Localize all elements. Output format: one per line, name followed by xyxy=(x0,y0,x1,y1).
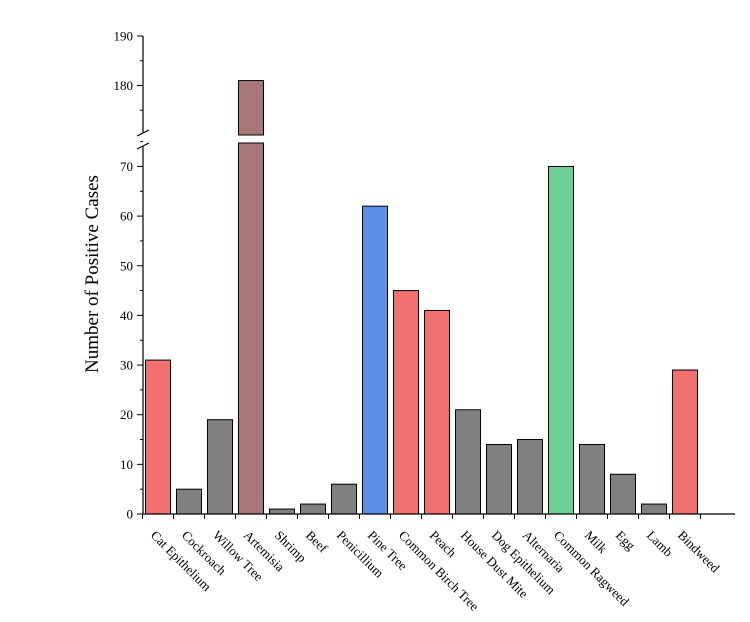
y-axis-title: Number of Positive Cases xyxy=(82,175,103,373)
bar-dog-epithelium xyxy=(486,443,512,515)
y-tick-label: 40 xyxy=(120,308,133,323)
bar-artemisia-lower xyxy=(238,142,264,515)
bar-lamb xyxy=(641,503,667,515)
axis-break-mark xyxy=(136,142,150,150)
bar-cockroach xyxy=(176,488,202,515)
bar-willow-tree xyxy=(207,419,233,515)
x-tick-label: Lamb xyxy=(644,528,676,560)
y-tick-label: 70 xyxy=(120,159,133,174)
y-tick-label: 180 xyxy=(114,78,134,93)
bar-artemisia-upper xyxy=(238,80,264,136)
bar-house-dust-mite xyxy=(455,409,481,515)
bar-shrimp xyxy=(269,508,295,515)
y-tick-label: 30 xyxy=(120,358,133,373)
bar-milk xyxy=(579,443,605,515)
axis-break-mark xyxy=(136,129,150,137)
y-tick-label: 20 xyxy=(120,407,133,422)
x-tick-label: Egg xyxy=(613,528,639,554)
bars-group xyxy=(145,80,698,515)
y-tick-label: 60 xyxy=(120,209,133,224)
bar-penicillium xyxy=(331,483,357,515)
bar-common-ragweed xyxy=(548,165,574,515)
y-tick-label: 10 xyxy=(120,457,133,472)
bar-bindweed xyxy=(672,369,698,515)
bar-beef xyxy=(300,503,326,515)
x-tick-label: Bindweed xyxy=(675,528,723,576)
y-tick-label: 50 xyxy=(120,258,133,273)
axes-group xyxy=(136,35,735,519)
bar-cat-epithelium xyxy=(145,359,171,515)
bar-egg xyxy=(610,473,636,515)
bar-pine-tree xyxy=(362,205,388,515)
y-tick-label: 190 xyxy=(114,29,134,44)
bar-common-birch-tree xyxy=(393,290,419,515)
y-tick-label: 0 xyxy=(127,507,134,522)
bar-peach xyxy=(424,309,450,515)
bar-alternaria xyxy=(517,439,543,515)
